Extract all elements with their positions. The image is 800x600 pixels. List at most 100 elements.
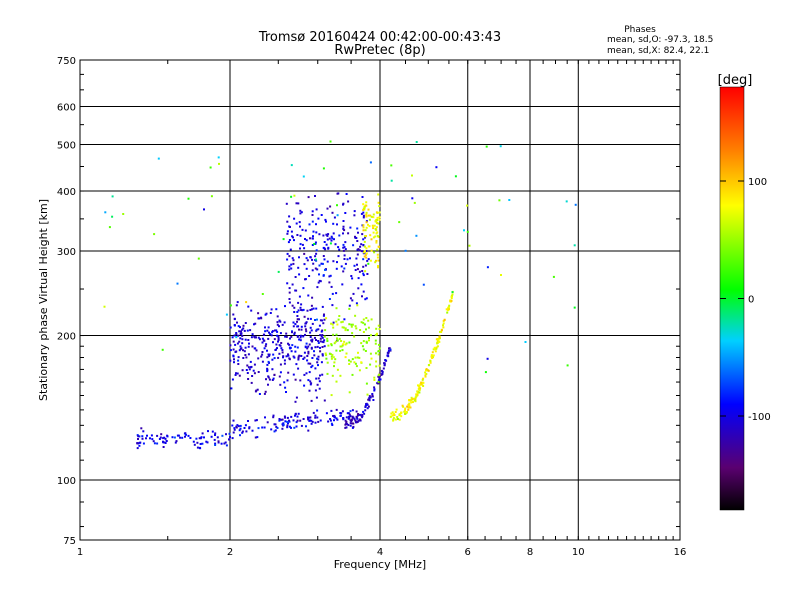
data-point — [217, 440, 220, 443]
data-point — [372, 399, 375, 401]
data-point — [387, 352, 390, 355]
data-point — [345, 422, 348, 425]
data-point — [321, 319, 324, 322]
data-point — [292, 419, 295, 422]
data-point — [411, 197, 414, 200]
data-point — [271, 379, 274, 381]
data-point — [362, 265, 365, 268]
data-point — [337, 318, 340, 321]
data-point — [276, 321, 279, 324]
data-point — [362, 321, 365, 324]
data-point — [311, 269, 314, 272]
data-point — [244, 354, 247, 356]
data-point — [303, 263, 306, 266]
data-point — [321, 354, 324, 357]
data-point — [322, 314, 325, 317]
data-point — [292, 259, 295, 262]
data-point — [342, 232, 344, 235]
y-tick-label: 75 — [63, 536, 76, 547]
data-point — [418, 384, 421, 387]
data-point — [320, 335, 323, 338]
data-point — [319, 374, 321, 377]
data-point — [566, 364, 569, 367]
data-point — [149, 437, 151, 440]
data-point — [355, 415, 358, 418]
data-point — [267, 326, 270, 329]
data-point — [283, 381, 286, 384]
data-point — [282, 423, 285, 426]
data-point — [303, 384, 306, 387]
data-point — [362, 216, 365, 219]
data-point — [341, 344, 344, 347]
data-point — [361, 270, 364, 272]
data-point — [142, 442, 145, 445]
data-point — [336, 214, 339, 217]
data-point — [420, 383, 423, 386]
data-point — [315, 258, 317, 261]
x-tick-label: 8 — [527, 547, 533, 558]
data-point — [332, 326, 335, 329]
data-point — [292, 236, 294, 239]
data-point — [288, 301, 291, 304]
data-point — [296, 315, 299, 317]
data-point — [370, 357, 373, 360]
data-point — [372, 216, 375, 219]
data-point — [298, 328, 300, 331]
data-point — [282, 356, 284, 359]
data-point — [257, 336, 260, 339]
data-point — [303, 356, 306, 359]
data-point — [411, 398, 414, 401]
data-point — [203, 436, 205, 439]
data-point — [435, 338, 438, 341]
data-point — [424, 375, 427, 378]
data-point — [346, 412, 349, 415]
data-point — [317, 377, 320, 380]
data-point — [362, 238, 365, 241]
data-point — [374, 228, 377, 231]
data-point — [268, 378, 271, 381]
y-axis-label: Stationary phase Virtual Height [km] — [37, 199, 50, 401]
data-point — [284, 335, 287, 338]
data-point — [319, 280, 322, 283]
data-point — [331, 237, 334, 240]
data-point — [299, 243, 302, 246]
data-point — [104, 211, 107, 214]
data-point — [243, 350, 246, 353]
data-point — [195, 437, 198, 440]
data-point — [264, 345, 267, 348]
data-point — [336, 323, 339, 326]
data-point — [422, 385, 425, 387]
data-point — [291, 331, 293, 334]
data-point — [342, 417, 345, 419]
data-point — [328, 281, 331, 284]
data-point — [316, 416, 319, 419]
data-point — [334, 243, 337, 246]
data-point — [314, 421, 317, 424]
data-point — [373, 389, 376, 392]
data-point — [269, 333, 272, 336]
data-point — [160, 433, 163, 436]
data-point — [347, 232, 350, 235]
data-point — [432, 354, 435, 357]
data-point — [260, 317, 263, 320]
data-point — [245, 356, 248, 359]
data-point — [353, 361, 356, 364]
data-point — [271, 331, 274, 334]
data-point — [297, 301, 300, 304]
data-point — [317, 342, 320, 344]
data-point — [364, 350, 367, 352]
data-point — [229, 344, 232, 347]
data-point — [316, 361, 319, 364]
data-point — [332, 321, 335, 324]
data-point — [343, 254, 346, 257]
data-point — [422, 377, 425, 380]
data-point — [268, 353, 271, 356]
data-point — [331, 353, 334, 356]
data-point — [378, 211, 381, 214]
data-point — [437, 339, 440, 342]
x-tick-label: 6 — [465, 547, 471, 558]
data-point — [145, 437, 147, 440]
data-point — [138, 435, 141, 438]
data-point — [284, 416, 287, 419]
data-point — [365, 317, 368, 319]
